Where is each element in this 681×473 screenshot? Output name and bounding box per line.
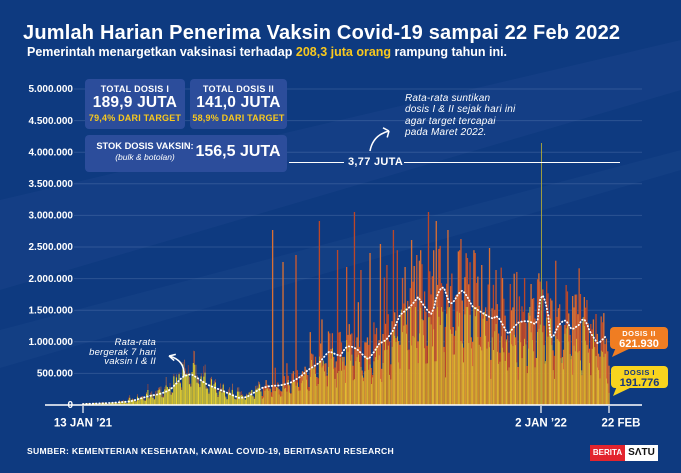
svg-text:13 JAN ’21: 13 JAN ’21 — [54, 418, 113, 430]
svg-text:5.000.000: 5.000.000 — [29, 84, 74, 95]
svg-text:500.000: 500.000 — [37, 369, 74, 380]
svg-text:3.500.000: 3.500.000 — [29, 179, 74, 190]
svg-text:0: 0 — [67, 400, 73, 411]
svg-text:2 JAN ’22: 2 JAN ’22 — [515, 418, 567, 430]
svg-text:2.500.000: 2.500.000 — [29, 242, 74, 253]
svg-text:4.000.000: 4.000.000 — [29, 147, 74, 158]
svg-text:1.500.000: 1.500.000 — [29, 305, 74, 316]
svg-text:4.500.000: 4.500.000 — [29, 116, 74, 127]
svg-text:2.000.000: 2.000.000 — [29, 274, 74, 285]
svg-text:22 FEB: 22 FEB — [602, 418, 641, 430]
svg-text:1.000.000: 1.000.000 — [29, 337, 74, 348]
svg-text:3.000.000: 3.000.000 — [29, 211, 74, 222]
